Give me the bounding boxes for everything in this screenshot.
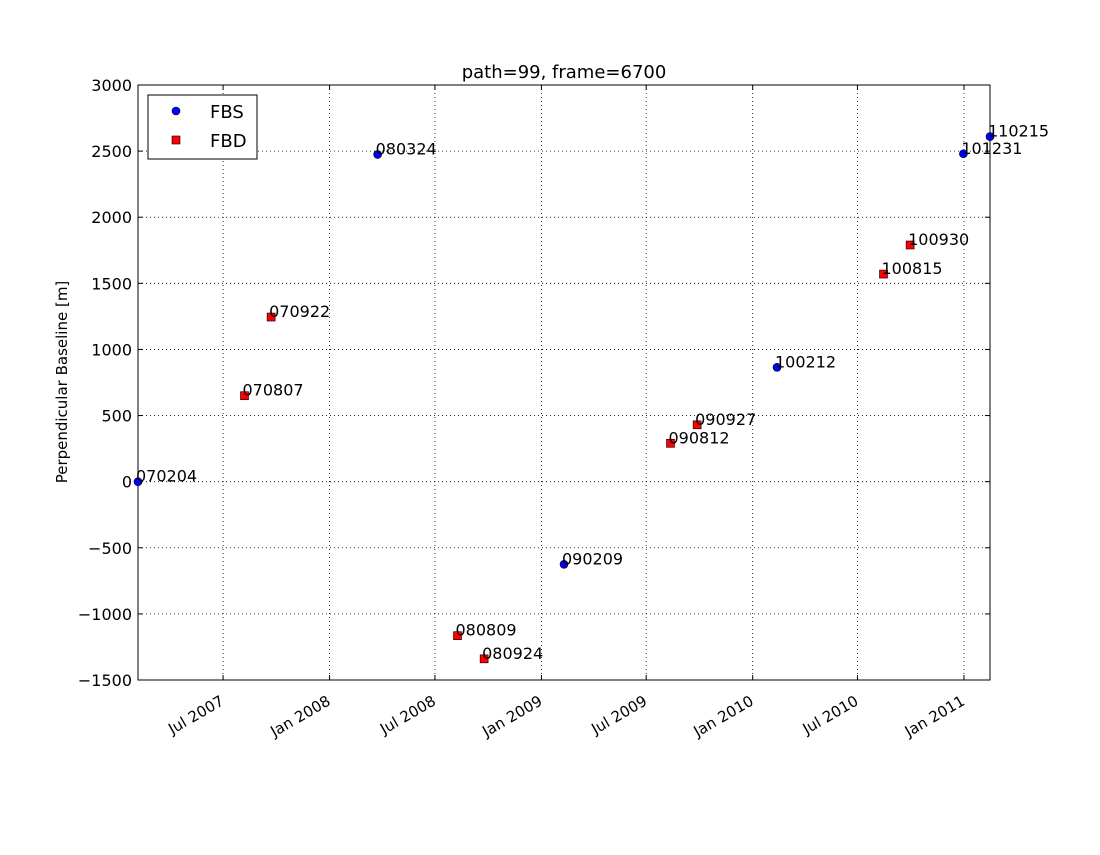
y-tick-label: 1500 — [91, 274, 132, 293]
x-tick-label: Jul 2010 — [799, 692, 862, 739]
x-tick-label: Jul 2008 — [376, 692, 439, 739]
point-label: 080924 — [482, 644, 543, 663]
point-fbd — [905, 240, 915, 250]
ticks-layer: 3000 2500 2000 1500 1000 500 0 −500 −1000 −1500 Ju… — [78, 76, 990, 741]
legend: FBS FBD — [147, 94, 258, 160]
y-tick-label: −1000 — [78, 605, 132, 624]
y-tick-label: −500 — [88, 539, 132, 558]
y-tick-label: 1000 — [91, 340, 132, 359]
point-fbs — [133, 477, 143, 486]
point-fbs — [373, 150, 382, 159]
x-tick-label: Jan 2009 — [478, 692, 545, 741]
point-fbd — [240, 391, 249, 401]
y-tick-label: −1500 — [78, 671, 132, 690]
point-fbd — [453, 631, 462, 641]
points-layer — [133, 132, 995, 664]
y-axis-label: Perpendicular Baseline [m] — [53, 281, 71, 484]
point-fbs — [959, 149, 968, 159]
legend-fbs-label: FBS — [210, 102, 244, 123]
point-label: 110215 — [988, 122, 1049, 141]
point-label: 090927 — [695, 410, 756, 429]
x-tick-label: Jan 2011 — [901, 692, 968, 741]
point-label: 100815 — [882, 259, 943, 278]
point-fbd — [266, 312, 276, 322]
x-tick-label: Jul 2007 — [164, 692, 227, 739]
legend-fbd-marker — [171, 135, 181, 145]
point-label: 070807 — [243, 381, 304, 400]
legend-box — [147, 94, 258, 160]
y-tick-label: 500 — [101, 407, 132, 426]
x-tick-label: Jan 2008 — [266, 692, 333, 741]
y-tick-label: 3000 — [91, 76, 132, 95]
x-tick-label: Jul 2009 — [587, 692, 650, 739]
y-tick-label: 2500 — [91, 142, 132, 161]
plot-area-frame — [137, 84, 991, 681]
legend-fbd-label: FBD — [210, 131, 247, 152]
point-label: 080324 — [376, 139, 437, 158]
point-fbd — [692, 420, 702, 430]
point-label: 100930 — [908, 230, 969, 249]
point-fbs — [559, 560, 569, 569]
point-label: 090209 — [562, 549, 623, 568]
point-fbd — [879, 269, 888, 279]
x-tick-label: Jan 2010 — [690, 692, 757, 741]
point-fbs — [985, 132, 995, 141]
point-fbd — [666, 439, 675, 448]
point-label: 070204 — [136, 467, 197, 486]
point-fbs — [772, 362, 782, 372]
point-label: 100212 — [775, 352, 836, 371]
point-label: 070922 — [269, 302, 330, 321]
legend-fbs-marker — [171, 106, 181, 116]
point-label: 101231 — [961, 139, 1022, 158]
point-label: 080809 — [456, 621, 517, 640]
y-tick-label: 2000 — [91, 208, 132, 227]
chart-title: path=99, frame=6700 — [462, 62, 667, 83]
point-fbd — [479, 654, 489, 664]
point-label: 090812 — [669, 428, 730, 447]
y-tick-label: 0 — [122, 473, 132, 492]
